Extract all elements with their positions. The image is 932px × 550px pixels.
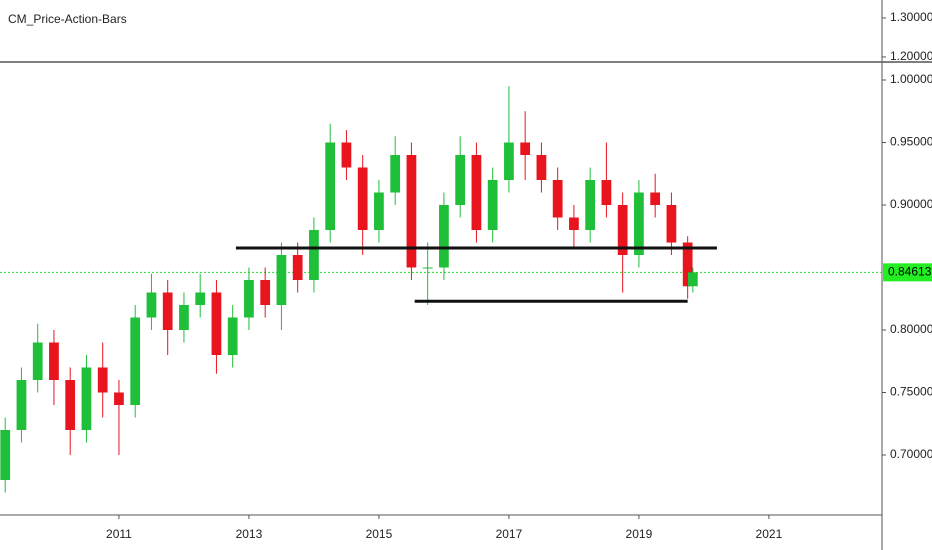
candle-body: [16, 380, 27, 430]
y-tick-label: 0.70000: [890, 447, 932, 461]
candle-body: [422, 267, 433, 269]
candle-body: [666, 205, 677, 243]
candle-body: [146, 292, 157, 318]
x-tick-label: 2019: [626, 527, 653, 541]
legend-text: CM_Price-Action-Bars: [8, 12, 127, 26]
candle-body: [227, 317, 238, 355]
candle-body: [617, 205, 628, 255]
x-tick-label: 2011: [106, 527, 132, 541]
y-tick-label: 0.75000: [890, 385, 932, 399]
candle-body: [114, 392, 124, 405]
x-tick-label: 2021: [756, 527, 783, 541]
candle-body: [455, 155, 466, 205]
candle-body: [81, 367, 92, 430]
candle-body: [536, 155, 547, 180]
candle-body: [504, 142, 514, 180]
x-tick-label: 2015: [366, 527, 393, 541]
candle-body: [309, 230, 319, 280]
candle-body: [650, 192, 661, 205]
candle-body: [179, 305, 189, 330]
candle-body: [244, 280, 254, 318]
candle-body: [552, 180, 563, 218]
candle-body: [341, 142, 352, 168]
y2-tick-label: 1.30000: [890, 10, 932, 24]
last-price-label: 0.84613: [888, 265, 932, 279]
last-price-box: [883, 263, 932, 282]
candle-body: [687, 272, 698, 287]
candle-body: [65, 380, 76, 430]
y2-tick-label: 1.20000: [890, 49, 932, 63]
candle-body: [471, 155, 482, 230]
candle-body: [97, 367, 108, 393]
candle-body: [439, 205, 449, 268]
candle-body: [49, 342, 59, 380]
y-tick-label: 0.90000: [890, 197, 932, 211]
candle-body: [211, 292, 222, 355]
candle-body: [682, 242, 693, 287]
candle-body: [406, 155, 417, 268]
x-tick-label: 2017: [496, 527, 523, 541]
candle-body: [585, 180, 596, 230]
candle-body: [601, 180, 612, 205]
candle-body: [634, 192, 644, 255]
x-tick-label: 2013: [236, 527, 263, 541]
candle-body: [195, 292, 206, 305]
candle-body: [357, 167, 368, 230]
candle-body: [130, 317, 141, 405]
y-tick-label: 0.95000: [890, 135, 932, 149]
candle-body: [276, 255, 287, 305]
candle-body: [520, 142, 531, 155]
candle-body: [0, 430, 11, 480]
candle-body: [32, 342, 43, 380]
candle-body: [325, 142, 336, 230]
y-tick-label: 0.80000: [890, 322, 932, 336]
candle-body: [374, 192, 384, 230]
y-tick-label: 1.00000: [890, 72, 932, 86]
candle-body: [162, 292, 173, 330]
candle-body: [569, 217, 579, 230]
candle-body: [292, 255, 303, 280]
candle-body: [487, 180, 498, 230]
candle-body: [260, 280, 271, 305]
candle-body: [390, 155, 401, 193]
